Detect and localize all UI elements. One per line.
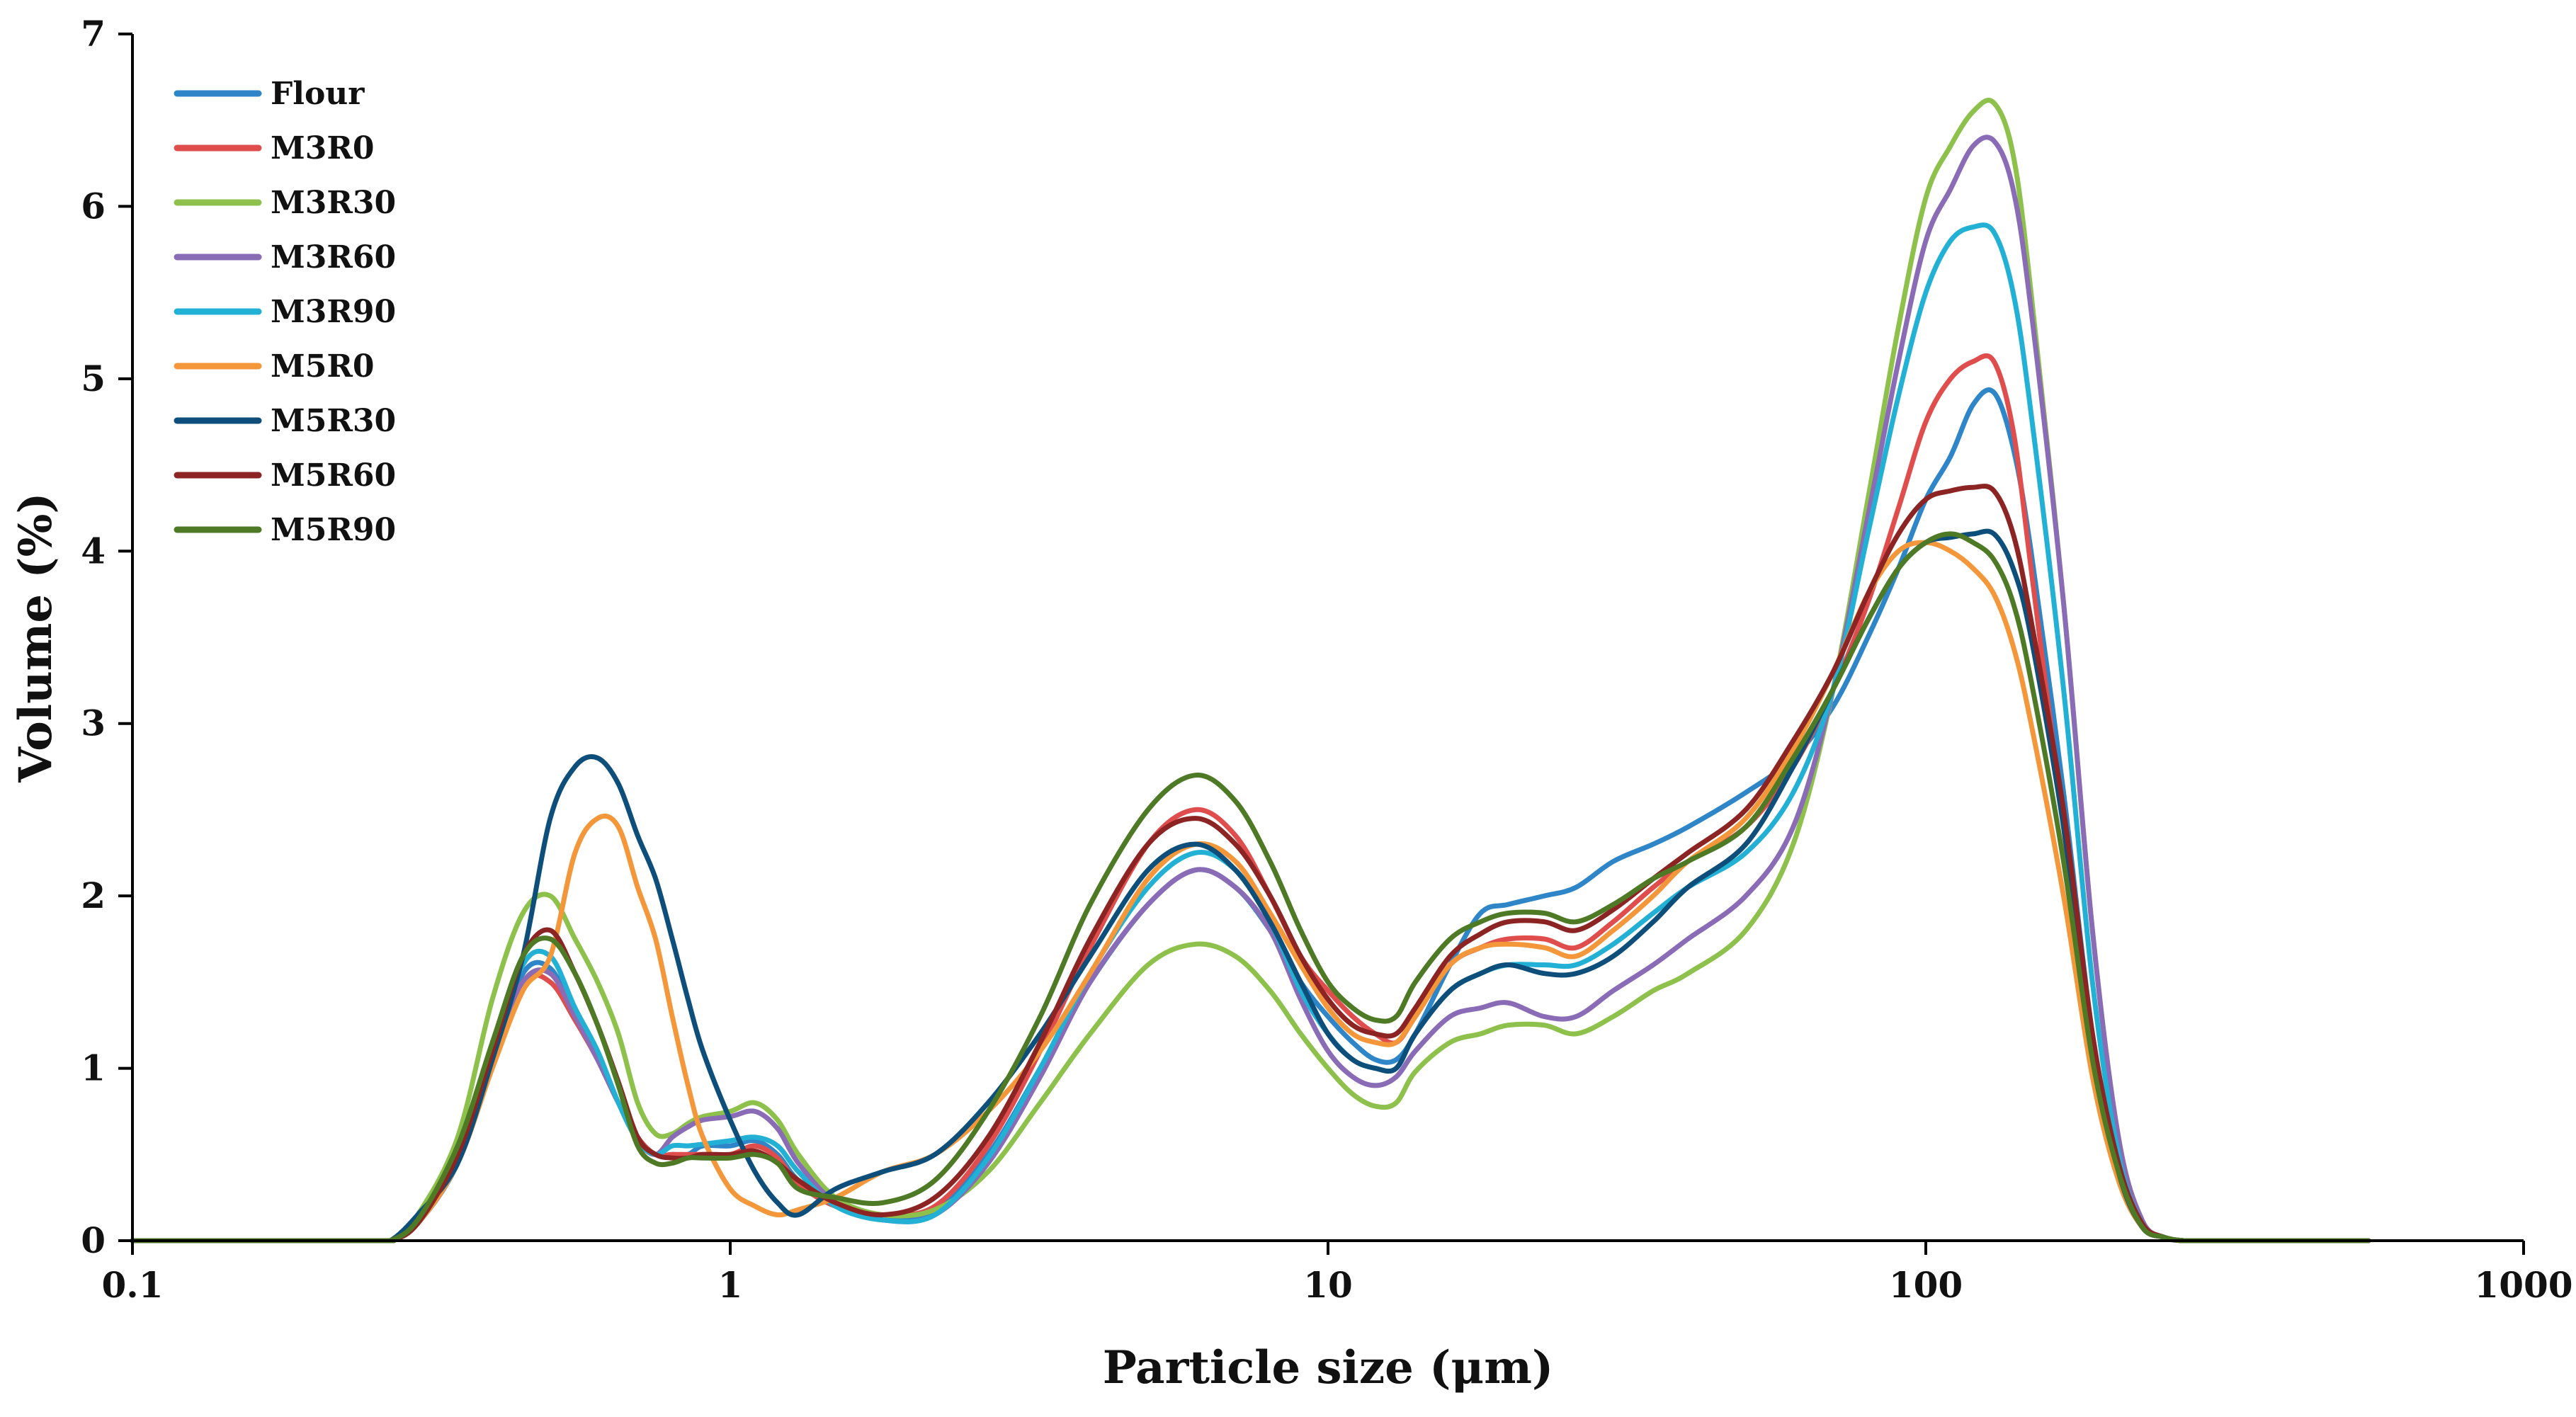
legend: Flour M3R0 M3R30 M3R60 M3R90 M5R0 M5R30 M5R60 M5… [174, 76, 396, 548]
legend-label-m3r60: M3R60 [271, 239, 396, 275]
x-tick-label: 100 [1889, 1264, 1963, 1306]
y-tick-label: 5 [81, 358, 106, 399]
y-tick-label: 2 [81, 875, 106, 916]
x-tick-label: 1000 [2474, 1264, 2572, 1306]
series-line-m5r30 [130, 528, 2371, 1244]
legend-label-m5r90: M5R90 [271, 512, 396, 548]
legend-label-m3r90: M3R90 [271, 294, 396, 330]
legend-label-flour: Flour [271, 76, 365, 112]
y-axis-title: Volume (%) [9, 492, 62, 783]
x-axis-title: Particle size (μm) [1103, 1341, 1554, 1394]
legend-label-m5r60: M5R60 [271, 457, 396, 494]
x-tick-label: 1 [718, 1264, 743, 1306]
x-tick-label: 0.1 [102, 1264, 164, 1306]
series-line-m5r0 [130, 540, 2371, 1244]
legend-label-m5r0: M5R0 [271, 348, 375, 385]
y-tick-label: 0 [81, 1219, 106, 1261]
y-tick-label: 3 [81, 702, 106, 744]
y-tick-label: 1 [81, 1047, 106, 1089]
series-layer [130, 98, 2371, 1244]
y-tick-label: 6 [81, 185, 106, 227]
y-tick-label: 4 [81, 530, 106, 571]
ticks: 0.1 1 10 100 1000 0 1 2 3 4 5 6 7 [81, 13, 2572, 1306]
legend-label-m3r0: M3R0 [271, 130, 375, 166]
x-tick-label: 10 [1303, 1264, 1353, 1306]
series-line-m3r30 [130, 98, 2371, 1244]
y-tick-label: 7 [81, 13, 106, 55]
legend-label-m5r30: M5R30 [271, 403, 396, 439]
series-line-m5r90 [130, 531, 2371, 1244]
legend-label-m3r30: M3R30 [271, 185, 396, 221]
